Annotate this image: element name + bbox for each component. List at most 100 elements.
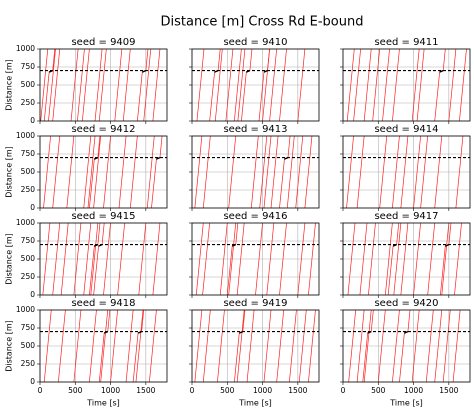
subplot-title: seed = 9410 <box>223 37 287 48</box>
traces <box>343 49 470 121</box>
subplot-title: seed = 9420 <box>374 298 438 309</box>
trajectory <box>382 49 390 121</box>
trajectory <box>348 310 357 382</box>
trajectory <box>356 310 365 382</box>
traces <box>40 310 167 382</box>
y-tick-label: 750 <box>21 323 36 332</box>
trajectory <box>70 49 79 121</box>
trajectory <box>194 310 203 382</box>
subplot-title: seed = 9418 <box>71 298 135 309</box>
y-tick-label: 750 <box>21 149 36 158</box>
trajectory <box>372 49 381 121</box>
traces <box>40 136 167 208</box>
x-tick-label: 0 <box>38 386 43 395</box>
y-tick-label: 250 <box>21 185 36 194</box>
trajectory <box>114 49 123 121</box>
axes-frame <box>191 222 320 296</box>
trajectory <box>43 136 51 208</box>
trajectory <box>353 49 361 121</box>
subplot: seed = 9411 <box>340 37 471 124</box>
trajectory <box>48 49 56 121</box>
trajectory <box>138 223 147 295</box>
trajectory <box>195 223 204 295</box>
subplot-title: seed = 9414 <box>374 124 438 135</box>
subplot: 0 500 1000 1500 seed = 9419 Time [s] <box>189 298 320 408</box>
trajectory <box>149 310 157 382</box>
trajectory <box>89 310 97 382</box>
axes-frame <box>39 135 168 209</box>
subplot-title: seed = 9417 <box>374 211 438 222</box>
trajectory <box>237 49 246 121</box>
y-tick-label: 750 <box>21 62 36 71</box>
x-axis-label: Time [s] <box>238 399 272 408</box>
trajectory <box>359 223 368 295</box>
subplot: seed = 9413 <box>189 124 320 211</box>
trajectory <box>246 310 255 382</box>
axes-frame <box>342 48 471 122</box>
axes-frame <box>191 309 320 383</box>
trajectory <box>392 310 400 382</box>
traces <box>192 223 319 295</box>
trajectory <box>266 223 275 295</box>
x-tick-label: 500 <box>220 386 235 395</box>
trajectory <box>298 310 307 382</box>
trajectory <box>196 49 205 121</box>
axes-frame <box>342 222 471 296</box>
y-tick-label: 500 <box>21 167 36 176</box>
subplot: 0 250 500 750 1000 seed = 9412 Distance [m] <box>5 124 168 212</box>
traces <box>343 223 470 295</box>
subplot: 0 500 1000 1500 seed = 9420 Time [s] <box>340 298 471 408</box>
traces <box>192 49 319 121</box>
trajectory <box>152 49 161 121</box>
trajectory <box>93 136 102 208</box>
y-axis-label: Distance [m] <box>5 320 14 372</box>
y-axis-label: Distance [m] <box>5 59 14 111</box>
trajectory <box>425 310 434 382</box>
trajectory <box>42 223 51 295</box>
y-tick-label: 250 <box>21 272 36 281</box>
trajectory <box>135 310 144 382</box>
axes-frame <box>342 135 471 209</box>
subplot-title: seed = 9415 <box>71 211 135 222</box>
trajectory <box>308 310 316 382</box>
traces <box>40 223 167 295</box>
trajectory <box>269 49 278 121</box>
trajectory <box>228 136 237 208</box>
trajectory <box>214 49 223 121</box>
y-tick-label: 250 <box>21 359 36 368</box>
subplot-title: seed = 9419 <box>223 298 287 309</box>
trajectory <box>441 223 450 295</box>
trajectory <box>143 49 152 121</box>
traces <box>343 136 470 208</box>
trajectory <box>66 136 75 208</box>
trajectory <box>379 136 388 208</box>
y-tick-label: 750 <box>21 236 36 245</box>
trajectory <box>129 136 138 208</box>
trajectory <box>347 223 356 295</box>
queue-segment <box>392 243 397 247</box>
x-tick-label: 0 <box>341 386 346 395</box>
trajectory <box>286 136 295 208</box>
axes-frame <box>342 309 471 383</box>
trajectory <box>263 136 272 208</box>
trajectory <box>52 49 61 121</box>
x-tick-label: 1500 <box>136 386 155 395</box>
trajectory <box>152 223 161 295</box>
x-tick-label: 0 <box>190 386 195 395</box>
subplot: 0 250 500 750 1000 seed = 9409 Distance [m] <box>5 37 168 125</box>
x-tick-label: 1000 <box>253 386 272 395</box>
trajectory <box>118 136 127 208</box>
y-tick-label: 1000 <box>16 131 35 140</box>
trajectory <box>236 223 245 295</box>
trajectory <box>73 223 82 295</box>
axes-frame <box>39 309 168 383</box>
y-tick-label: 0 <box>30 377 35 386</box>
trajectory <box>202 223 210 295</box>
axes-frame <box>191 135 320 209</box>
queue-segment <box>404 330 409 334</box>
trajectory <box>81 49 90 121</box>
trajectory <box>448 49 457 121</box>
trajectory <box>202 310 211 382</box>
